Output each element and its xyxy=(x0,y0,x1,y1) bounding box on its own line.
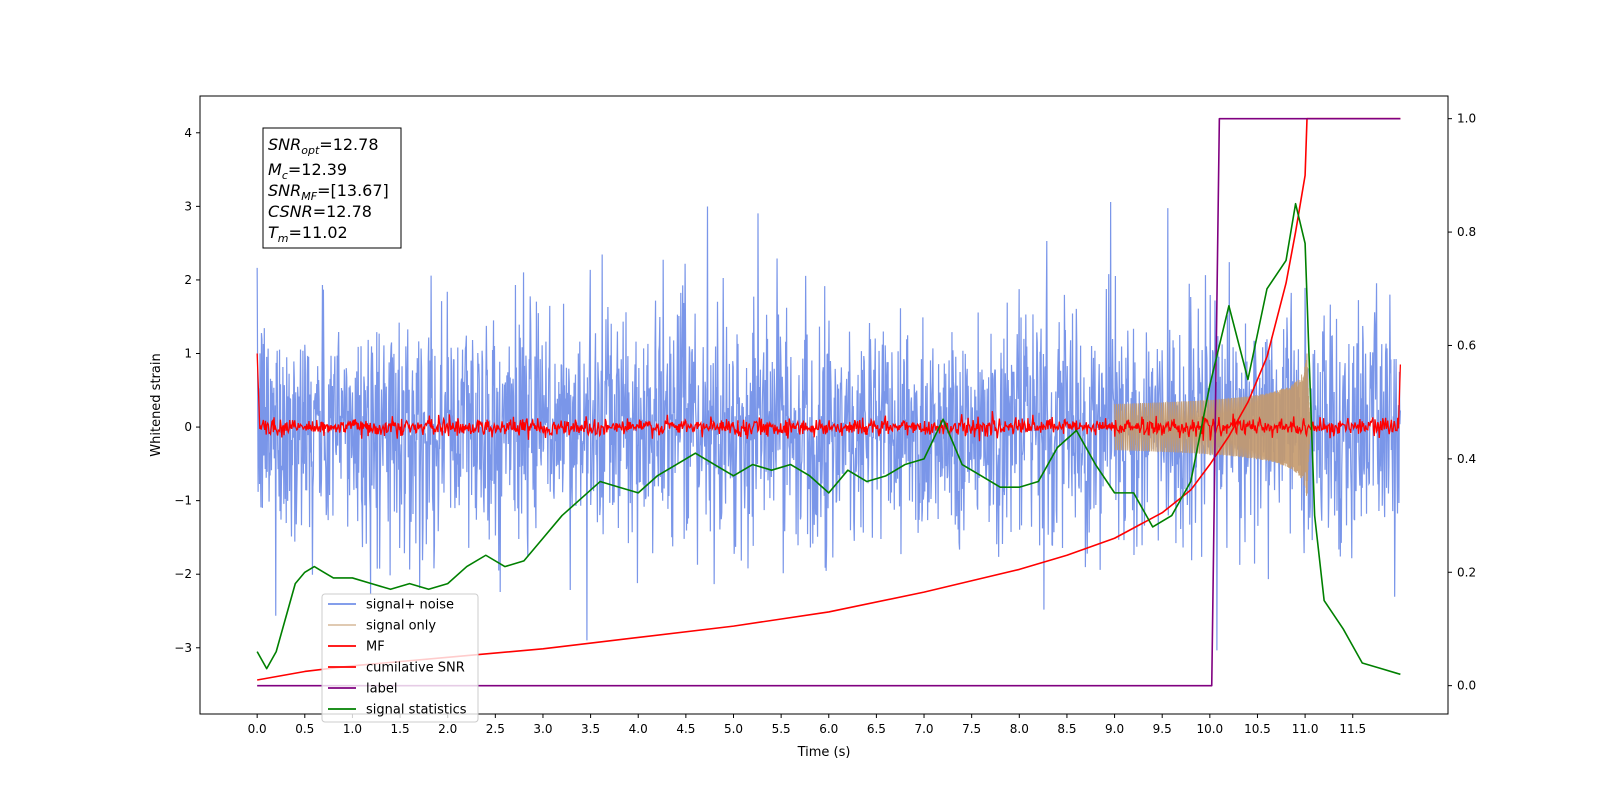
x-tick-label: 10.0 xyxy=(1196,722,1223,736)
x-axis: 0.0 0.5 1.0 1.5 2.0 2.5 3.0 3.5 4.0 4.5 5.0 5.5 6.0 6… xyxy=(248,714,1366,736)
legend-label: signal statistics xyxy=(366,703,467,718)
series-signal-statistics xyxy=(256,202,1401,676)
y2-tick-label: 0.0 xyxy=(1457,679,1476,693)
info-snr-opt: SNRopt=12.78 xyxy=(268,135,379,157)
legend-label: label xyxy=(366,682,397,697)
y-tick-label: 0 xyxy=(184,420,192,434)
x-axis-title: Time (s) xyxy=(797,745,851,760)
x-tick-label: 3.5 xyxy=(581,722,600,736)
x-tick-label: 11.0 xyxy=(1292,722,1319,736)
y2-tick-label: 0.6 xyxy=(1457,338,1476,352)
x-tick-label: 2.5 xyxy=(486,722,505,736)
info-box-frame xyxy=(262,127,402,249)
series-layer xyxy=(256,117,1402,687)
series-signal-noise xyxy=(256,201,1401,651)
info-csnr: CSNR=12.78 xyxy=(268,202,372,221)
y-tick-label: −2 xyxy=(174,567,192,581)
info-snr-mf: SNRMF=[13.67] xyxy=(268,181,389,203)
y-axis-title: Whitened strain xyxy=(149,353,164,456)
y-axis-right: 1.0 0.8 0.6 0.4 0.2 0.0 xyxy=(1448,112,1476,693)
series-cumulative-snr xyxy=(257,117,1401,681)
x-tick-label: 11.5 xyxy=(1339,722,1366,736)
x-tick-label: 3.0 xyxy=(533,722,552,736)
x-tick-label: 4.0 xyxy=(629,722,648,736)
y-tick-label: 4 xyxy=(184,126,192,140)
x-tick-label: 7.0 xyxy=(914,722,933,736)
x-tick-label: 0.5 xyxy=(295,722,314,736)
legend-label: signal+ noise xyxy=(366,598,454,613)
x-tick-label: 9.0 xyxy=(1105,722,1124,736)
y-tick-label: 2 xyxy=(184,273,192,287)
x-tick-label: 1.0 xyxy=(343,722,362,736)
legend: signal+ noise signal only MF cumilative SNR… xyxy=(321,593,479,723)
series-label xyxy=(257,117,1401,687)
legend-frame xyxy=(321,593,479,723)
legend-label: MF xyxy=(366,640,385,655)
plot-frame xyxy=(199,95,1449,715)
x-tick-label: 7.5 xyxy=(962,722,981,736)
series-mf xyxy=(256,353,1402,442)
y-axis-left: 4 3 2 1 0 −1 −2 −3 xyxy=(174,126,200,655)
x-tick-label: 8.0 xyxy=(1010,722,1029,736)
x-tick-label: 8.5 xyxy=(1057,722,1076,736)
y-tick-label: 1 xyxy=(184,347,192,361)
y-tick-label: −1 xyxy=(174,494,192,508)
y-tick-label: −3 xyxy=(174,641,192,655)
x-tick-label: 2.0 xyxy=(438,722,457,736)
legend-label: signal only xyxy=(366,619,436,634)
y2-tick-label: 0.8 xyxy=(1457,225,1476,239)
y2-tick-label: 0.4 xyxy=(1457,452,1476,466)
info-tm: Tm=11.02 xyxy=(268,223,348,245)
info-mc: Mc=12.39 xyxy=(268,160,347,182)
x-tick-label: 10.5 xyxy=(1244,722,1271,736)
y2-tick-label: 1.0 xyxy=(1457,112,1476,126)
x-tick-label: 6.5 xyxy=(867,722,886,736)
info-box: SNRopt=12.78 Mc=12.39 SNRMF=[13.67] CSNR… xyxy=(262,127,402,249)
plot-area xyxy=(199,95,1449,715)
x-tick-label: 1.5 xyxy=(391,722,410,736)
x-tick-label: 9.5 xyxy=(1153,722,1172,736)
legend-label: cumilative SNR xyxy=(366,661,465,676)
y-tick-label: 3 xyxy=(184,199,192,213)
y2-tick-label: 0.2 xyxy=(1457,565,1476,579)
x-tick-label: 6.0 xyxy=(819,722,838,736)
x-tick-label: 5.5 xyxy=(772,722,791,736)
x-tick-label: 4.5 xyxy=(676,722,695,736)
x-tick-label: 0.0 xyxy=(248,722,267,736)
x-tick-label: 5.0 xyxy=(724,722,743,736)
